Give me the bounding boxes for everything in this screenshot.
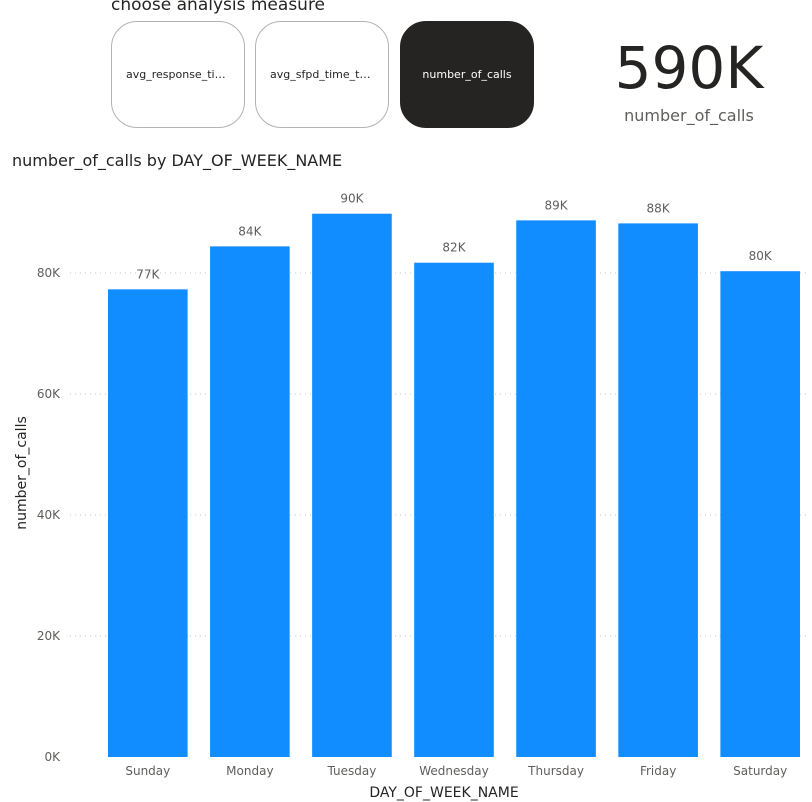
y-axis-ticks: 0K 20K 40K 60K 80K	[37, 266, 61, 764]
x-tick-label: Saturday	[733, 764, 787, 778]
slicer-title: choose analysis measure	[111, 0, 326, 15]
chart-title[interactable]: number_of_calls by DAY_OF_WEEK_NAME	[12, 151, 343, 170]
x-tick-label: Sunday	[125, 764, 170, 778]
data-label: 77K	[136, 267, 160, 281]
data-labels: 77K 84K 90K 82K 89K 88K 80K	[136, 192, 773, 282]
y-tick-label: 0K	[44, 750, 61, 764]
x-axis-title: DAY_OF_WEEK_NAME	[369, 785, 518, 801]
y-tick-label: 80K	[37, 266, 61, 280]
y-tick-label: 20K	[37, 629, 61, 643]
kpi-label: number_of_calls	[624, 106, 754, 125]
data-label: 82K	[442, 241, 466, 255]
bar-sunday[interactable]	[108, 289, 188, 757]
measure-button-avg-response-time[interactable]: avg_response_time	[111, 21, 245, 128]
data-label: 84K	[238, 224, 262, 238]
data-label: 89K	[544, 198, 568, 212]
y-axis-title: number_of_calls	[14, 416, 30, 529]
x-tick-label: Wednesday	[419, 764, 488, 778]
x-tick-label: Friday	[640, 764, 676, 778]
y-tick-label: 60K	[37, 387, 61, 401]
data-label: 88K	[647, 201, 671, 215]
measure-button-number-of-calls[interactable]: number_of_calls	[400, 21, 534, 128]
x-tick-label: Tuesday	[327, 764, 377, 778]
data-label: 80K	[749, 249, 773, 263]
bars	[108, 213, 800, 758]
bar-tuesday[interactable]	[312, 213, 392, 757]
bar-thursday[interactable]	[516, 220, 596, 758]
x-tick-label: Thursday	[527, 764, 584, 778]
x-axis-ticks: Sunday Monday Tuesday Wednesday Thursday Frid…	[125, 764, 787, 778]
data-label: 90K	[340, 192, 364, 206]
kpi-value: 590K	[614, 34, 764, 102]
x-tick-label: Monday	[226, 764, 273, 778]
y-tick-label: 40K	[37, 508, 61, 522]
bar-friday[interactable]	[618, 223, 698, 757]
bar-saturday[interactable]	[720, 271, 800, 757]
bar-monday[interactable]	[210, 246, 290, 757]
bar-wednesday[interactable]	[414, 262, 494, 757]
measure-button-avg-sfpd-time-to-scene[interactable]: avg_sfpd_time_to_scene	[255, 21, 389, 128]
